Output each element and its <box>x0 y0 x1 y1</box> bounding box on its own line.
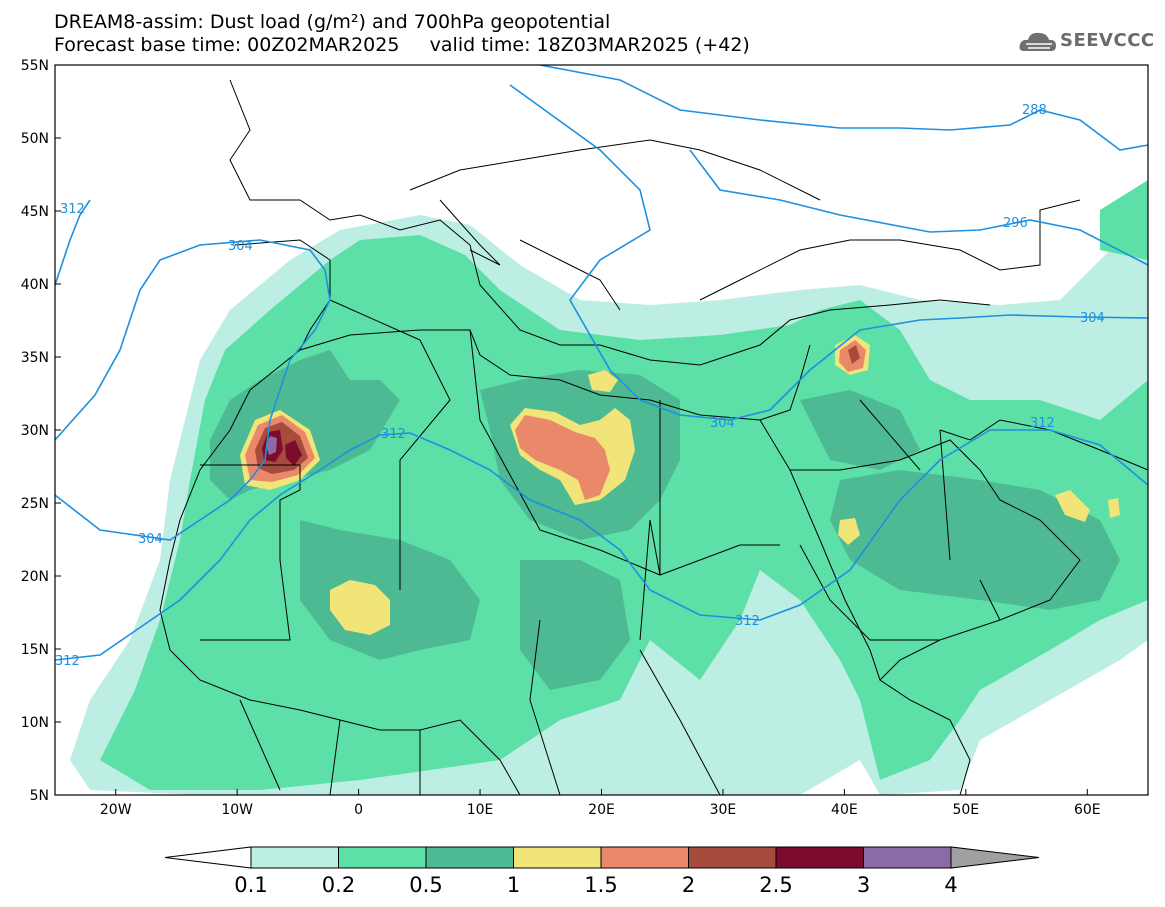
x-tick-label: 10W <box>221 802 253 818</box>
colorbar-label: 2.5 <box>759 873 792 897</box>
contour-label: 304 <box>228 239 253 254</box>
x-tick-label: 30E <box>710 802 737 818</box>
contour-label: 288 <box>1022 103 1047 118</box>
colorbar-swatch <box>688 846 777 869</box>
y-tick-label: 20N <box>21 569 49 585</box>
colorbar-swatch <box>513 846 602 869</box>
colorbar: 0.1 0.2 0.5 1 1.5 2 2.5 3 4 <box>164 846 1040 897</box>
contour-label: 312 <box>1030 416 1055 431</box>
y-tick-label: 10N <box>21 715 49 731</box>
colorbar-label: 0.5 <box>409 873 442 897</box>
dust-field-3 <box>266 436 277 455</box>
y-tick-label: 5N <box>30 788 49 804</box>
colorbar-label: 0.1 <box>234 873 267 897</box>
y-tick-label: 45N <box>21 204 49 220</box>
colorbar-swatch <box>863 846 952 869</box>
x-tick-label: 20W <box>100 802 132 818</box>
colorbar-swatch <box>775 846 864 869</box>
contour-label: 312 <box>735 614 760 629</box>
colorbar-swatch <box>600 846 689 869</box>
colorbar-swatch <box>425 846 514 869</box>
colorbar-label: 0.2 <box>322 873 355 897</box>
colorbar-label: 4 <box>944 873 957 897</box>
coastlines <box>159 79 1148 795</box>
y-tick-label: 25N <box>21 496 49 512</box>
y-tick-label: 15N <box>21 642 49 658</box>
y-tick-label: 55N <box>21 58 49 74</box>
y-tick-label: 40N <box>21 277 49 293</box>
x-tick-label: 20E <box>588 802 615 818</box>
colorbar-label: 3 <box>857 873 870 897</box>
x-tick-label: 0 <box>354 802 363 818</box>
contour-label: 312 <box>55 654 80 669</box>
y-tick-label: 50N <box>21 131 49 147</box>
contour-labels: 288 296 304 304 304 304 312 312 312 312 … <box>55 103 1105 669</box>
y-tick-label: 35N <box>21 350 49 366</box>
geopotential-contours <box>55 65 1148 661</box>
colorbar-label: 2 <box>682 873 695 897</box>
colorbar-over-arrow <box>950 846 1040 869</box>
map-title: DREAM8-assim: Dust load (g/m²) and 700hP… <box>54 11 611 33</box>
x-tick-label: 60E <box>1074 802 1101 818</box>
x-tick-label: 10E <box>467 802 494 818</box>
contour-label: 304 <box>1080 311 1105 326</box>
contour-label: 304 <box>138 532 163 547</box>
colorbar-label: 1 <box>507 873 520 897</box>
colorbar-swatch <box>250 846 339 869</box>
cloud-icon <box>1019 32 1056 51</box>
logo-text: SEEVCCC <box>1060 30 1155 51</box>
contour-label: 296 <box>1003 216 1028 231</box>
contour-label: 312 <box>381 427 406 442</box>
colorbar-label: 1.5 <box>584 873 617 897</box>
forecast-time-line: Forecast base time: 00Z02MAR2025 valid t… <box>54 34 750 56</box>
y-tick-label: 30N <box>21 423 49 439</box>
contour-label: 304 <box>710 416 735 431</box>
contour-label: 312 <box>60 202 85 217</box>
colorbar-swatch <box>338 846 427 869</box>
axis-ticks: 20W 10W 0 10E 20E 30E 40E 50E 60E 55N 50N 45N 40N 35N… <box>21 58 1101 818</box>
x-tick-label: 40E <box>831 802 858 818</box>
x-tick-label: 50E <box>952 802 979 818</box>
colorbar-under-arrow <box>164 846 252 869</box>
